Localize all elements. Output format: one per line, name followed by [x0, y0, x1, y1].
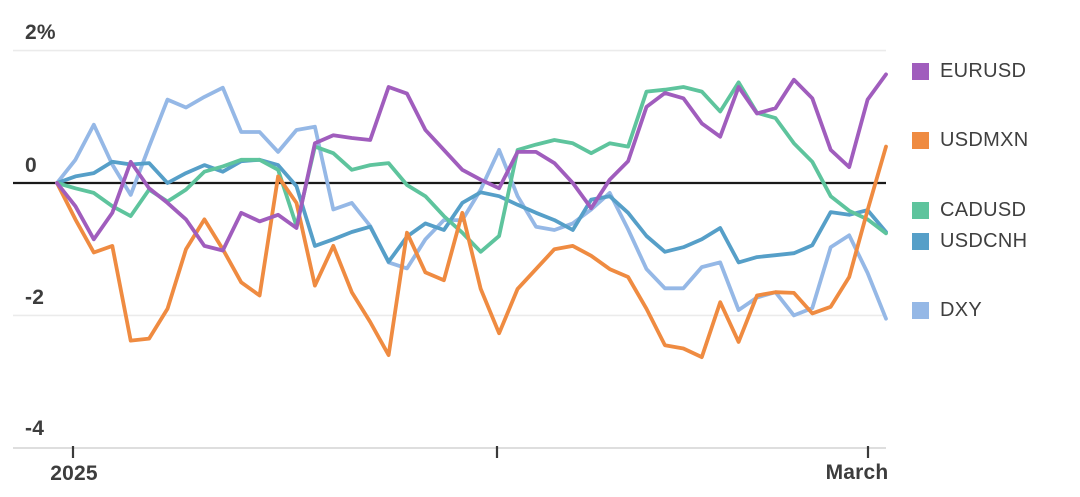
legend-item-dxy: DXY	[912, 299, 982, 322]
cadusd-color-swatch	[912, 202, 929, 219]
usdcnh-color-swatch	[912, 233, 929, 250]
legend-item-usdmxn: USDMXN	[912, 129, 1028, 152]
series-line-cadusd	[55, 80, 888, 254]
usdmxn-color-swatch	[912, 132, 929, 149]
legend-label-cadusd: CADUSD	[940, 199, 1027, 221]
series-line-eurusd	[55, 72, 888, 253]
legend-label-dxy: DXY	[940, 299, 983, 321]
legend-item-usdcnh: USDCNH	[912, 230, 1027, 253]
series-line-dxy	[55, 85, 888, 321]
dxy-color-swatch	[912, 302, 929, 319]
legend-label-eurusd: EURUSD	[940, 60, 1027, 82]
x-tick-label-2025: 2025	[50, 462, 98, 485]
legend-item-eurusd: EURUSD	[912, 60, 1026, 83]
y-tick-label-neg2: -2	[25, 286, 45, 309]
legend-label-usdmxn: USDMXN	[940, 129, 1029, 151]
legend-item-cadusd: CADUSD	[912, 199, 1026, 222]
series-line-usdmxn	[55, 144, 888, 360]
y-tick-label-0: 0	[25, 154, 37, 177]
y-tick-label-neg4: -4	[25, 417, 45, 440]
legend-label-usdcnh: USDCNH	[940, 230, 1028, 252]
x-tick-label-march: March	[825, 461, 889, 484]
series-line-usdcnh	[55, 157, 888, 265]
y-tick-label-2pct: 2%	[25, 21, 56, 44]
eurusd-color-swatch	[912, 63, 929, 80]
